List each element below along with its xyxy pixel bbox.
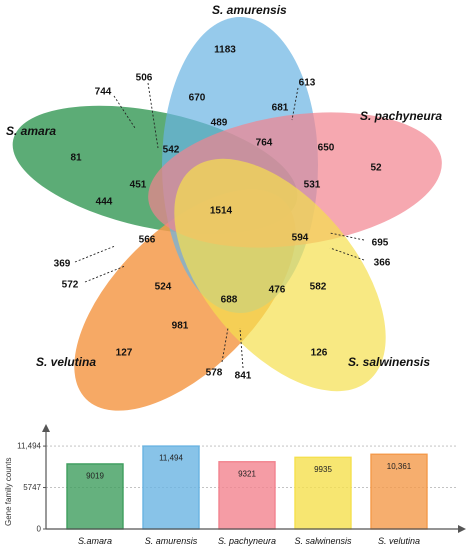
leader-line [329,232,365,241]
region-count: 594 [292,233,309,244]
region-count: 578 [206,368,223,379]
leader-line [291,87,299,121]
region-count: 582 [310,282,327,293]
set-label-s-amara: S. amara [6,124,56,138]
region-count: 52 [370,163,382,174]
bar-chart: Gene family counts 9019 11,494 9321 9935 10,… [4,424,466,546]
axes [42,424,466,533]
leader-line [74,245,116,263]
region-count: 613 [299,78,316,89]
leader-line [221,327,229,363]
y-axis-arrow [42,424,50,432]
region-count: 566 [139,235,156,246]
region-count: 688 [221,295,238,306]
region-count: 744 [95,87,112,98]
region-count: 81 [70,153,82,164]
region-count: 1514 [210,206,233,217]
region-count: 650 [318,143,335,154]
venn-petals [12,17,442,411]
leader-line [147,82,159,149]
region-count: 451 [130,180,147,191]
bar-value-label: 10,361 [387,462,412,471]
set-labels: S. amurensis S. pachyneura S. salwinensi… [6,3,442,369]
bar [370,453,428,530]
region-count: 126 [311,348,328,359]
x-axis-arrow [458,525,466,533]
region-count: 670 [189,93,206,104]
region-count: 366 [374,258,391,269]
region-count: 476 [269,285,286,296]
region-count: 572 [62,280,79,291]
region-count: 444 [96,197,113,208]
region-count: 1183 [214,45,236,56]
venn-diagram: S. amurensis S. pachyneura S. salwinensi… [6,3,442,411]
category-label: S. amurensis [145,536,198,546]
leader-line [84,265,126,283]
region-count: 506 [136,73,153,84]
category-label: S. pachyneura [218,536,276,546]
y-tick-label: 11,494 [17,442,41,451]
region-count: 695 [372,238,389,249]
bar [294,456,352,530]
region-count: 531 [304,180,321,191]
bar-value-label: 9321 [238,469,256,478]
region-count: 524 [155,282,172,293]
bar-value-label: 9935 [314,465,332,474]
leader-line [239,327,244,369]
region-count: 489 [211,118,228,129]
region-count: 369 [54,259,71,270]
bar [142,445,200,530]
set-label-s-pachyneura: S. pachyneura [360,109,442,123]
y-tick-label: 5747 [23,483,41,492]
set-label-s-velutina: S. velutina [36,355,96,369]
bars [66,445,428,530]
bar-value-labels: 9019 11,494 9321 9935 10,361 [86,454,412,481]
category-label: S.amara [78,536,112,546]
set-label-s-amurensis: S. amurensis [212,3,287,17]
category-label: S. salwinensis [294,536,352,546]
y-axis-title: Gene family counts [4,458,13,526]
y-tick-labels: 0 5747 11,494 [17,442,46,534]
y-axis-label: Gene family counts [4,458,13,526]
region-count: 981 [172,321,189,332]
bar [218,461,276,530]
bar [66,463,124,530]
petal-s-salwinensis [174,158,386,392]
y-tick-label: 0 [37,525,42,534]
region-counts: 1183 52 126 127 81 670 489 681 764 650 5… [54,45,391,382]
region-count: 841 [235,371,252,382]
region-count: 681 [272,103,289,114]
set-label-s-salwinensis: S. salwinensis [348,355,430,369]
bar-value-label: 9019 [86,471,104,480]
region-count: 542 [163,145,180,156]
leader-lines [74,82,365,369]
region-count: 764 [256,138,273,149]
category-labels: S.amara S. amurensis S. pachyneura S. salwi… [78,536,420,546]
category-label: S. velutina [378,536,420,546]
bar-value-label: 11,494 [159,454,183,463]
region-count: 127 [116,348,133,359]
